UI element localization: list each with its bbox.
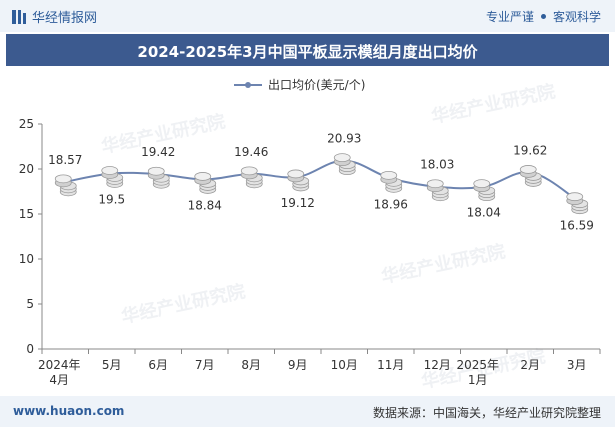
data-label: 20.93 — [327, 132, 361, 146]
coin — [287, 169, 305, 179]
data-point — [426, 179, 449, 202]
coin — [147, 166, 165, 176]
series-line — [65, 159, 578, 201]
x-tick-label: 11月 — [377, 358, 404, 372]
coin — [519, 165, 537, 174]
x-tick-label: 7月 — [195, 358, 215, 372]
data-label: 16.59 — [560, 219, 594, 233]
data-label: 19.46 — [234, 145, 268, 159]
data-point — [473, 179, 496, 202]
x-tick-label: 2025年 1月 — [456, 358, 499, 387]
data-point — [101, 166, 124, 188]
data-point — [380, 170, 403, 193]
coin — [426, 179, 444, 189]
data-point — [194, 172, 217, 194]
website-link[interactable]: www.huaon.com — [13, 404, 125, 418]
legend-label: 出口均价(美元/个) — [268, 78, 366, 92]
y-tick-label: 15 — [19, 207, 34, 221]
y-tick-label: 10 — [19, 252, 34, 266]
coin — [380, 170, 398, 180]
x-tick-label: 12月 — [424, 358, 451, 372]
data-label: 18.04 — [467, 206, 501, 220]
y-tick-label: 5 — [26, 297, 34, 311]
x-tick-label: 2024年 4月 — [38, 358, 81, 387]
coin — [473, 179, 491, 189]
brand-name: 华经情报网 — [32, 11, 98, 26]
x-tick-label: 10月 — [331, 358, 358, 372]
dot-separator-icon — [540, 14, 546, 19]
coin — [194, 172, 212, 181]
data-label: 18.84 — [188, 198, 222, 212]
coin — [566, 192, 584, 202]
data-label: 18.57 — [48, 153, 82, 167]
y-tick-label: 0 — [26, 342, 34, 356]
data-point — [54, 174, 77, 197]
legend-line-icon — [234, 81, 262, 88]
footer: www.huaon.com 数据来源：中国海关，华经产业研究院整理 — [0, 396, 615, 427]
coin — [101, 166, 119, 175]
slogan-right: 客观科学 — [552, 10, 601, 24]
data-point — [147, 166, 170, 189]
y-tick-label: 25 — [19, 117, 34, 131]
chart: 0 5 10 15 20 25 2024年 4月 5月 6月 7月 8月 9月 10月 11月 12月 2025… — [19, 117, 601, 387]
coin — [240, 166, 258, 176]
x-tick-label: 5月 — [102, 358, 122, 372]
slogan-left: 专业严谨 — [485, 10, 534, 24]
data-label: 18.96 — [374, 197, 408, 211]
coin — [333, 153, 351, 163]
data-point — [287, 169, 310, 192]
x-tick-label: 6月 — [148, 358, 168, 372]
slogan: 专业严谨 客观科学 — [486, 8, 601, 25]
data-source: 数据来源：中国海关，华经产业研究院整理 — [372, 406, 601, 420]
data-label: 19.5 — [98, 193, 125, 207]
title-bar: 2024-2025年3月中国平板显示模组月度出口均价 — [6, 34, 609, 66]
coin — [54, 174, 72, 184]
data-point — [333, 153, 356, 176]
data-label: 19.62 — [513, 143, 547, 157]
data-label: 19.42 — [141, 145, 175, 159]
brand-logo-icon — [12, 9, 26, 24]
data-point — [519, 165, 542, 187]
y-tick-label: 20 — [19, 162, 34, 176]
brand[interactable]: 华经情报网 — [12, 7, 97, 26]
data-point — [240, 166, 263, 189]
x-tick-label: 2月 — [520, 358, 540, 372]
chart-title: 2024-2025年3月中国平板显示模组月度出口均价 — [137, 43, 478, 61]
legend: 出口均价(美元/个) — [234, 76, 365, 93]
x-tick-label: 8月 — [241, 358, 261, 372]
data-label: 19.12 — [281, 196, 315, 210]
x-tick-label: 3月 — [567, 358, 587, 372]
x-tick-label: 9月 — [288, 358, 308, 372]
top-bar: 华经情报网 专业严谨 客观科学 — [0, 0, 615, 32]
data-label: 18.03 — [420, 158, 454, 172]
data-point — [566, 192, 589, 215]
